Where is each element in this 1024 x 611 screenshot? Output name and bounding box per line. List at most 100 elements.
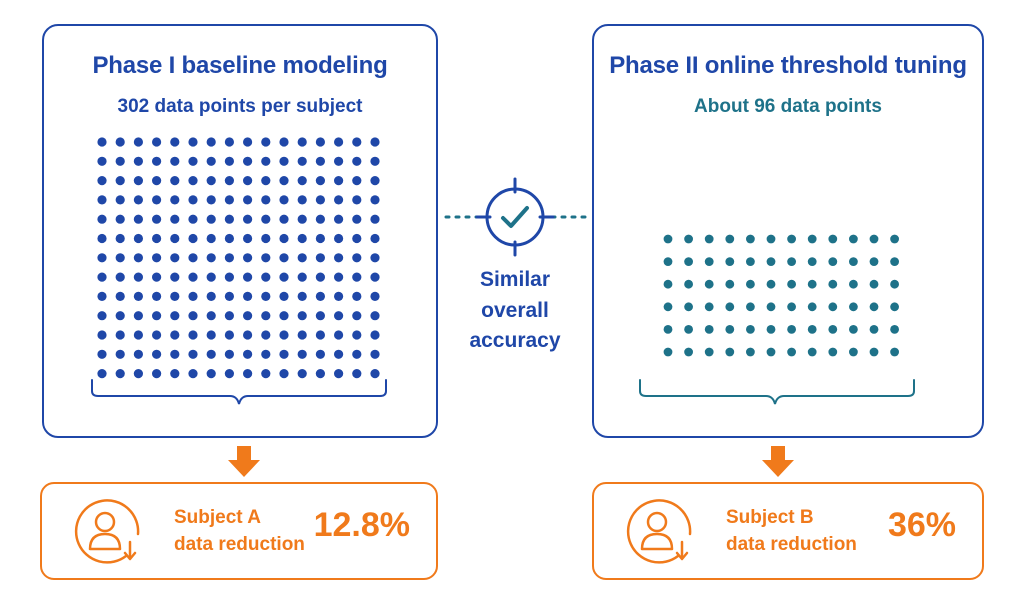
phase1-data-point	[188, 349, 198, 359]
phase2-data-point	[746, 257, 755, 266]
phase1-data-point	[152, 311, 162, 321]
phase1-data-point	[352, 195, 362, 205]
phase1-data-point	[115, 291, 125, 301]
phase1-data-point	[243, 176, 253, 186]
phase2-data-point	[725, 279, 735, 289]
phase1-data-point	[152, 253, 162, 263]
phase1-data-point	[133, 272, 143, 282]
phase1-data-point	[206, 253, 216, 263]
phase2-data-point	[807, 257, 817, 266]
phase1-data-point	[370, 349, 380, 359]
phase2-data-point	[766, 257, 776, 266]
phase1-data-point	[370, 369, 380, 379]
phase1-data-point	[279, 156, 289, 166]
subject-a-value: 12.8%	[313, 506, 410, 544]
phase1-data-point	[261, 214, 271, 224]
phase2-data-point	[766, 279, 776, 289]
phase1-data-point	[352, 349, 362, 359]
phase2-panel: Phase II online threshold tuning About 9…	[592, 24, 984, 438]
phase1-data-point	[97, 291, 107, 301]
phase1-data-point	[370, 214, 380, 224]
phase1-data-point	[352, 233, 362, 244]
phase1-data-point	[115, 253, 125, 263]
phase2-data-point	[807, 302, 817, 312]
phase1-data-point	[279, 214, 289, 224]
phase1-data-point	[224, 291, 234, 301]
phase1-data-point	[133, 233, 143, 244]
phase2-data-point	[890, 302, 899, 312]
phase1-data-point	[133, 214, 143, 224]
phase1-data-point	[261, 349, 271, 359]
phase1-data-point	[334, 349, 344, 359]
phase1-data-point	[152, 137, 162, 147]
phase2-data-point	[828, 347, 838, 357]
phase1-data-point	[261, 330, 271, 340]
phase1-data-point	[170, 233, 180, 244]
phase1-data-point	[334, 214, 344, 224]
phase2-title: Phase II online threshold tuning	[609, 52, 967, 79]
phase2-data-point	[807, 279, 817, 289]
phase1-data-point	[206, 176, 216, 186]
phase2-data-point	[663, 302, 673, 312]
phase1-data-point	[152, 291, 162, 301]
phase1-data-point	[170, 369, 180, 379]
phase1-data-point	[170, 291, 180, 301]
phase2-data-point	[828, 302, 838, 312]
phase1-data-point	[334, 137, 344, 147]
phase2-data-point	[807, 325, 817, 334]
phase1-data-point	[97, 369, 107, 379]
phase1-data-point	[152, 233, 162, 244]
phase2-data-point	[746, 234, 755, 244]
phase1-data-point	[279, 233, 289, 244]
phase1-subtitle: 302 data points per subject	[117, 96, 363, 117]
phase1-data-point	[243, 195, 253, 205]
phase2-data-point	[787, 279, 796, 289]
phase1-data-point	[334, 253, 344, 263]
phase1-data-point	[297, 195, 307, 205]
phase1-data-point	[297, 272, 307, 282]
phase1-data-point	[352, 369, 362, 379]
phase2-data-point	[787, 302, 796, 312]
phase1-data-point	[133, 156, 143, 166]
phase1-data-point	[115, 369, 125, 379]
phase1-data-point	[133, 311, 143, 321]
subject-b-label: Subject B data reduction	[726, 504, 857, 558]
phase1-data-point	[297, 330, 307, 340]
phase1-data-point	[115, 311, 125, 321]
phase1-data-point	[334, 272, 344, 282]
phase1-data-point	[97, 156, 107, 166]
phase1-data-point	[315, 291, 325, 301]
phase1-data-point	[133, 369, 143, 379]
phase2-data-point	[869, 302, 879, 312]
phase1-data-point	[279, 195, 289, 205]
phase1-data-point	[297, 156, 307, 166]
phase1-data-point	[206, 311, 216, 321]
phase1-data-point	[133, 137, 143, 147]
phase1-data-point	[188, 330, 198, 340]
phase2-data-point	[725, 347, 735, 357]
phase1-data-point	[170, 272, 180, 282]
phase1-data-point	[188, 253, 198, 263]
phase1-data-point	[115, 349, 125, 359]
phase1-data-point	[224, 233, 234, 244]
phase1-data-point	[224, 253, 234, 263]
phase1-data-point	[297, 137, 307, 147]
phase1-data-point	[133, 253, 143, 263]
phase1-data-point	[97, 272, 107, 282]
phase1-data-point	[243, 233, 253, 244]
phase1-data-point	[297, 369, 307, 379]
phase1-brace	[91, 379, 387, 405]
phase2-data-point	[725, 325, 735, 334]
phase1-data-point	[152, 195, 162, 205]
phase1-data-point	[370, 156, 380, 166]
phase1-data-point	[115, 137, 125, 147]
phase2-data-point	[890, 347, 899, 357]
phase2-data-point	[869, 279, 879, 289]
phase2-data-point	[684, 325, 693, 334]
subject-b-value: 36%	[887, 506, 956, 544]
phase1-data-point	[97, 233, 107, 244]
phase1-data-point	[206, 349, 216, 359]
phase2-data-point	[787, 347, 796, 357]
phase1-data-point	[315, 369, 325, 379]
phase1-data-point	[261, 369, 271, 379]
